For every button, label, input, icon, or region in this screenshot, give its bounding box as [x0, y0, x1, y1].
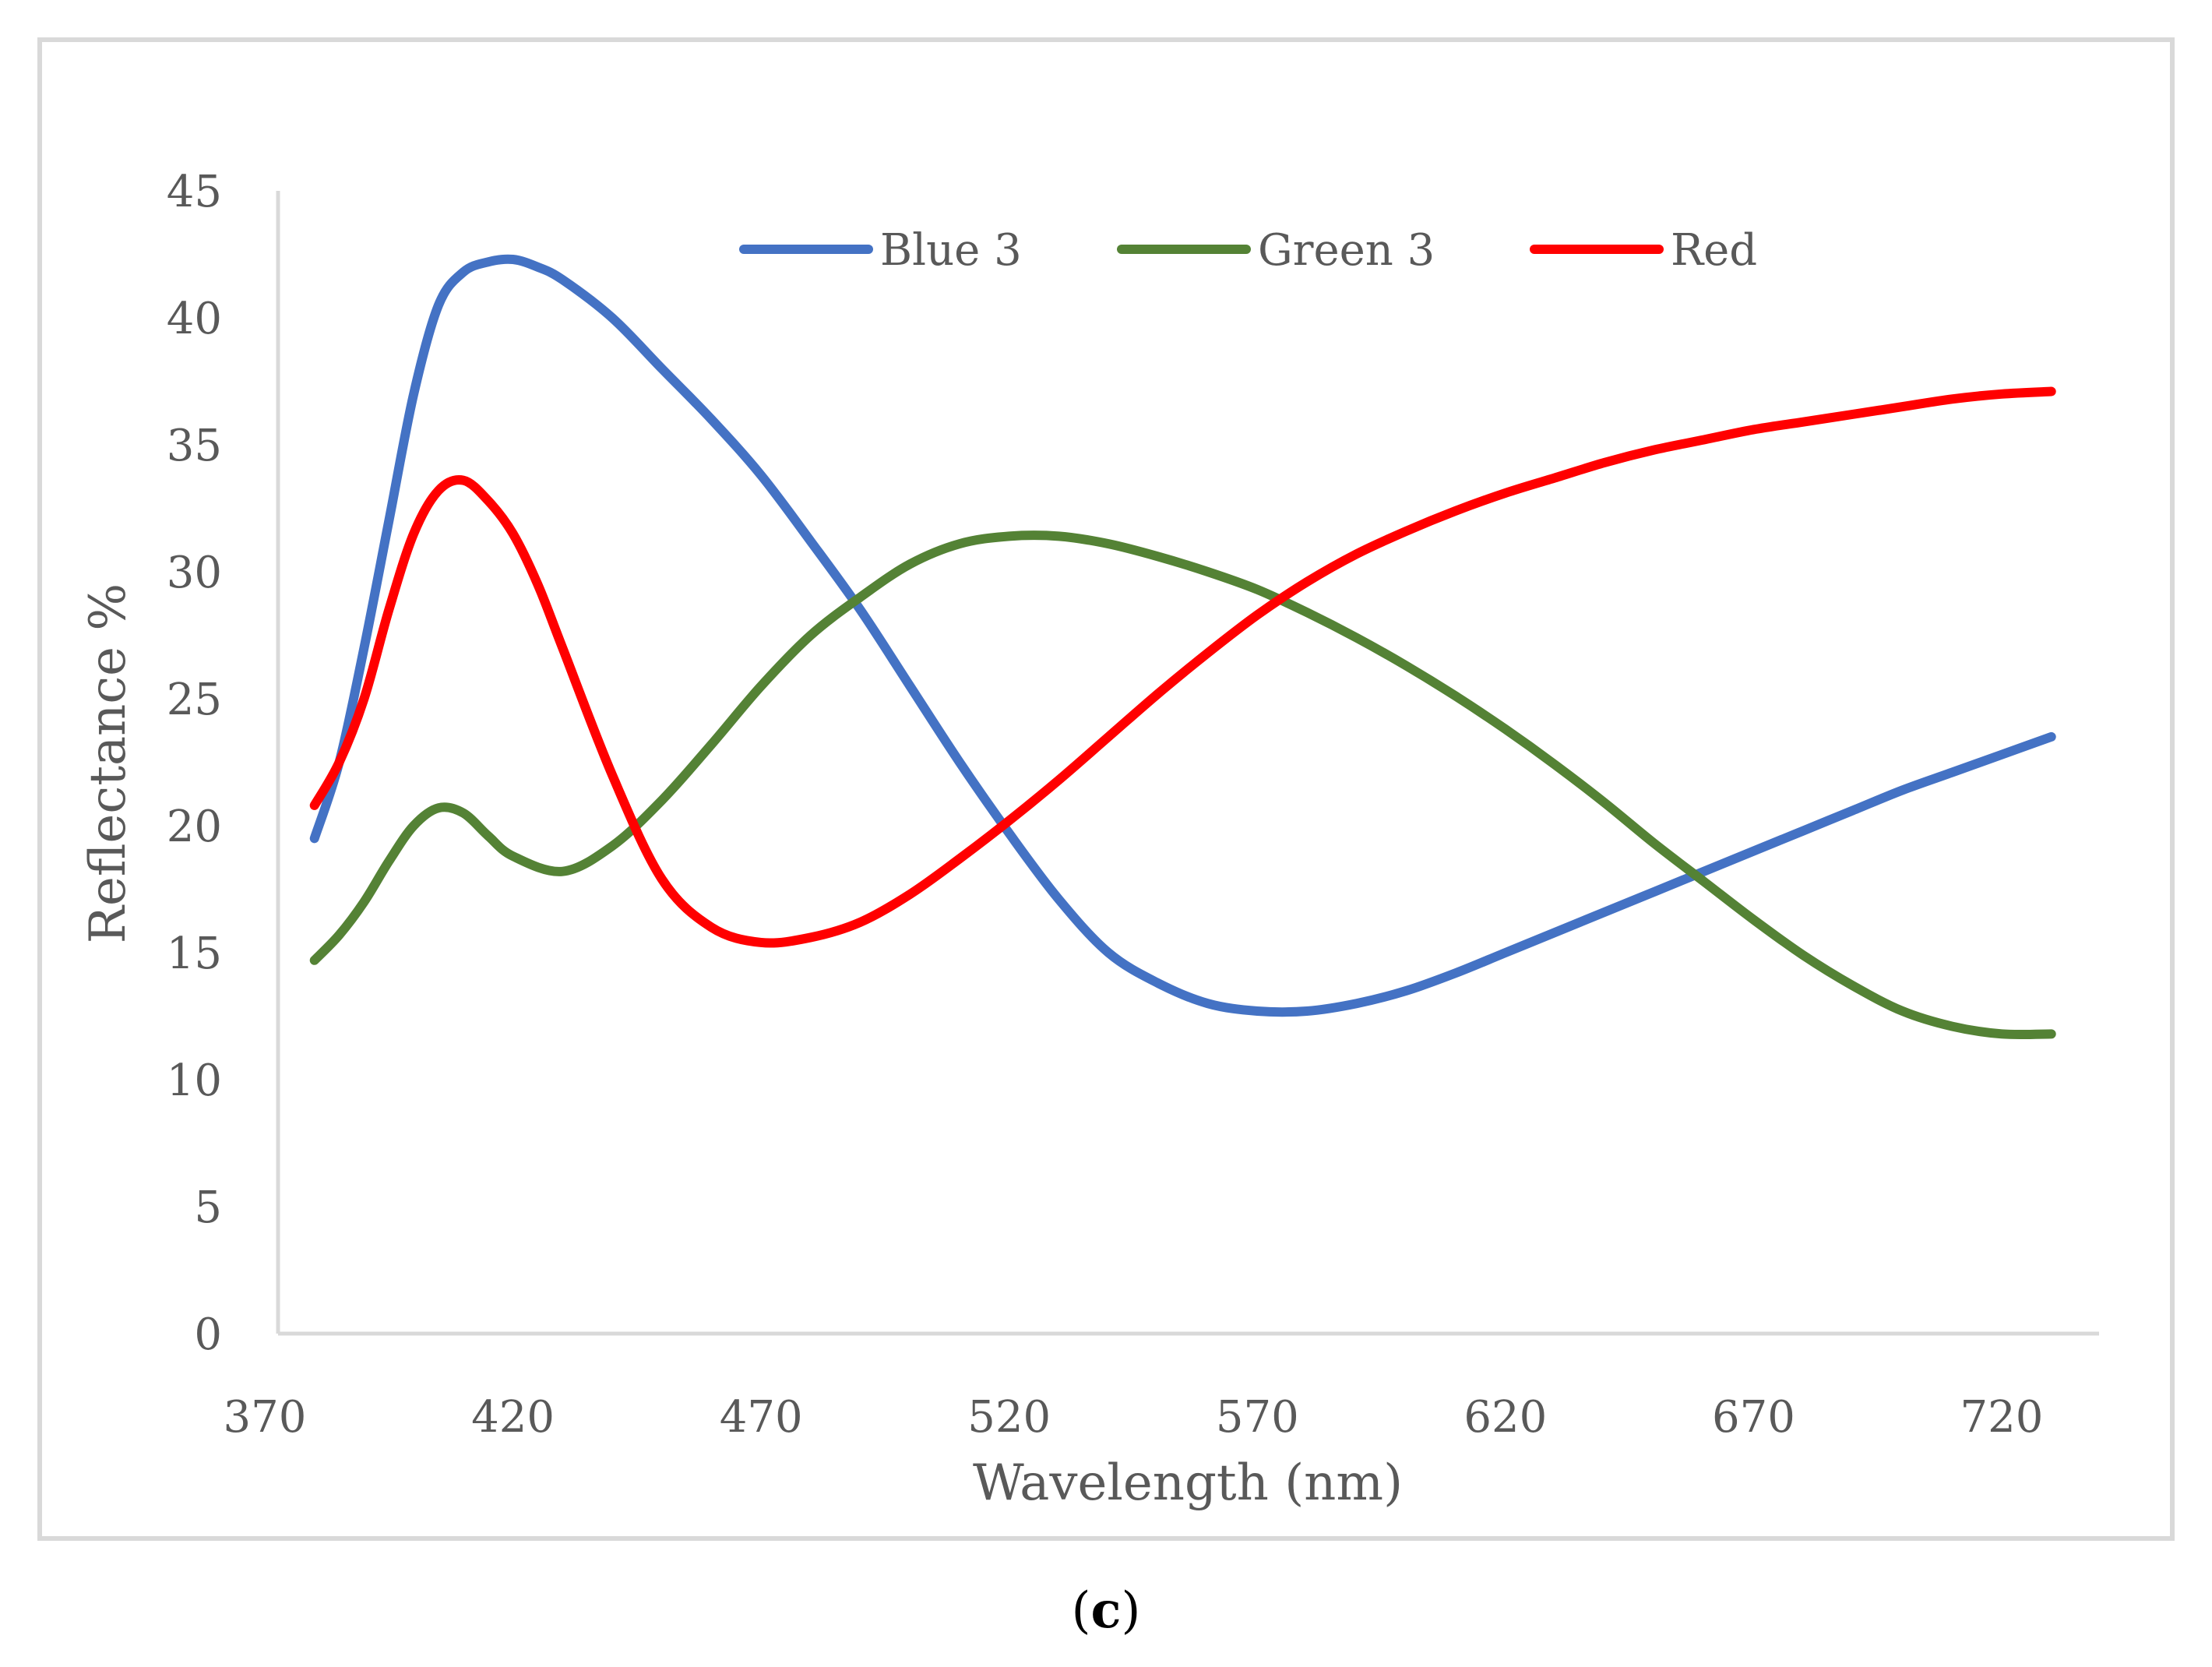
legend-label-blue-3: Blue 3	[880, 225, 1022, 276]
caption-close-paren: )	[1121, 1582, 1141, 1640]
chart-frame	[37, 37, 2175, 1541]
x-axis-title: Wavelength (nm)	[973, 1454, 1403, 1512]
series-line-blue-3	[309, 254, 2056, 1017]
y-tick-label: 40	[167, 294, 222, 344]
y-tick-label: 45	[167, 167, 222, 217]
x-tick-label: 520	[967, 1392, 1051, 1443]
x-tick-label: 620	[1464, 1392, 1547, 1443]
y-axis-title: Reflectance %	[79, 583, 137, 943]
x-tick-labels: 370 420 470 520 570 620 670 720	[224, 1392, 2044, 1443]
series-line-red	[309, 386, 2056, 948]
x-tick-label: 420	[471, 1392, 555, 1443]
y-tick-label: 30	[167, 548, 222, 598]
x-tick-label: 670	[1712, 1392, 1795, 1443]
x-tick-label: 570	[1216, 1392, 1299, 1443]
y-tick-label: 5	[194, 1182, 222, 1233]
caption-open-paren: (	[1071, 1582, 1091, 1640]
y-tick-label: 10	[167, 1056, 222, 1106]
legend-label-red: Red	[1671, 225, 1757, 276]
legend-label-green-3: Green 3	[1258, 225, 1435, 276]
x-tick-label: 370	[224, 1392, 307, 1443]
figure-caption: (c)	[0, 1581, 2212, 1640]
y-tick-label: 20	[167, 802, 222, 852]
y-tick-label: 0	[194, 1309, 222, 1360]
series-lines	[309, 254, 2056, 1040]
y-tick-label: 15	[167, 929, 222, 979]
y-tick-label: 25	[167, 675, 222, 725]
caption-letter: c	[1090, 1581, 1122, 1640]
y-tick-labels: 0 5 10 15 20 25 30 35 40 45	[167, 167, 222, 1360]
axes	[276, 191, 2099, 1336]
legend: Blue 3 Green 3 Red	[739, 225, 1757, 276]
y-tick-label: 35	[167, 421, 222, 471]
x-tick-label: 470	[720, 1392, 803, 1443]
series-line-green-3	[309, 530, 2056, 1040]
x-tick-label: 720	[1960, 1392, 2044, 1443]
